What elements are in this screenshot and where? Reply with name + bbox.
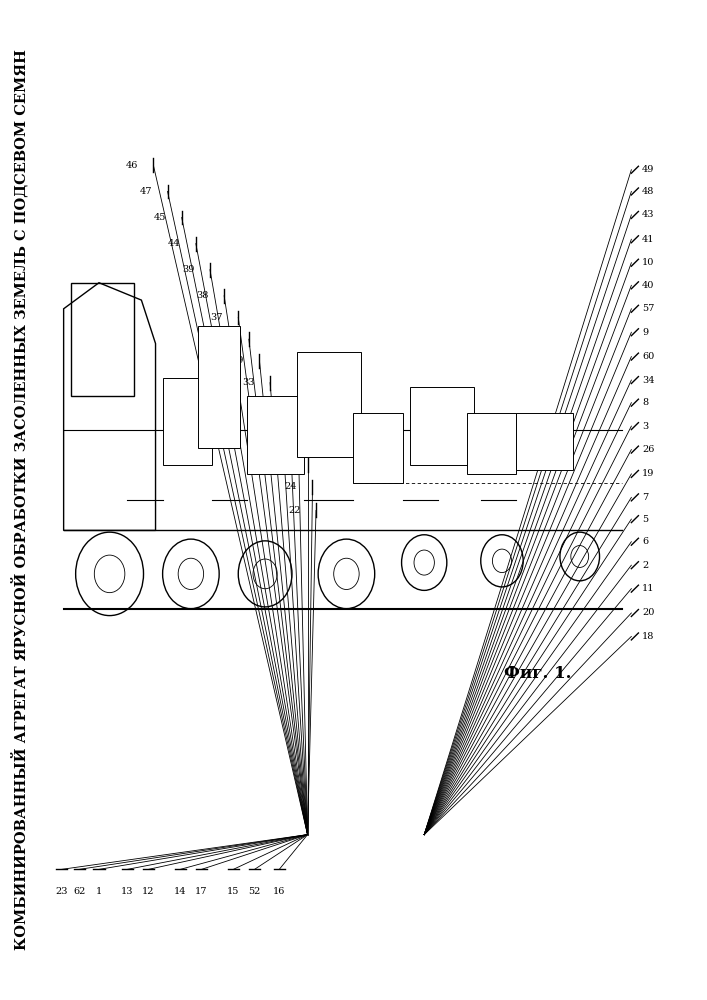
Bar xyxy=(71,283,134,396)
Text: 44: 44 xyxy=(168,239,180,248)
Text: 23: 23 xyxy=(55,887,68,896)
Text: 2: 2 xyxy=(642,561,648,570)
Text: 48: 48 xyxy=(642,187,655,196)
Text: 12: 12 xyxy=(142,887,155,896)
Bar xyxy=(516,413,573,470)
Text: 8: 8 xyxy=(642,398,648,407)
Text: 17: 17 xyxy=(195,887,208,896)
Text: 3: 3 xyxy=(642,422,648,431)
Text: 38: 38 xyxy=(196,291,209,300)
Text: 21: 21 xyxy=(270,441,283,450)
Text: 39: 39 xyxy=(182,265,194,274)
Text: 9: 9 xyxy=(642,328,648,337)
Text: 20: 20 xyxy=(642,608,655,617)
Text: 49: 49 xyxy=(642,165,655,174)
Text: 40: 40 xyxy=(642,281,655,290)
Text: 45: 45 xyxy=(153,213,166,222)
Text: 24: 24 xyxy=(284,482,297,491)
Bar xyxy=(410,387,474,465)
Text: 47: 47 xyxy=(139,187,152,196)
Text: 60: 60 xyxy=(642,352,654,361)
Bar xyxy=(247,396,304,474)
Text: Фиг. 1.: Фиг. 1. xyxy=(503,665,571,682)
Text: 16: 16 xyxy=(273,887,286,896)
Text: 62: 62 xyxy=(73,887,86,896)
Text: 1: 1 xyxy=(96,887,102,896)
Text: КОМБИНИРОВАННЫЙ АГРЕГАТ ЯРУСНОЙ ОБРАБОТКИ ЗАСОЛЕННЫХ ЗЕМЕЛЬ С ПОДСЕВОМ СЕМЯН: КОМБИНИРОВАННЫЙ АГРЕГАТ ЯРУСНОЙ ОБРАБОТК… xyxy=(11,50,28,950)
Text: 14: 14 xyxy=(174,887,187,896)
Text: 25: 25 xyxy=(279,461,292,470)
Text: 15: 15 xyxy=(227,887,240,896)
Bar xyxy=(297,352,361,457)
Text: 46: 46 xyxy=(125,161,138,170)
Text: 19: 19 xyxy=(642,469,655,478)
Bar xyxy=(354,413,403,483)
Text: 4: 4 xyxy=(227,335,233,344)
Text: 33: 33 xyxy=(242,378,255,387)
Bar xyxy=(467,413,516,474)
Text: 34: 34 xyxy=(642,376,655,385)
Text: 41: 41 xyxy=(642,235,655,244)
Text: 6: 6 xyxy=(642,537,648,546)
Text: 10: 10 xyxy=(642,258,655,267)
Bar xyxy=(198,326,240,448)
Text: 18: 18 xyxy=(642,632,655,641)
Text: 26: 26 xyxy=(642,445,655,454)
Text: 7: 7 xyxy=(642,493,648,502)
Bar xyxy=(163,378,212,465)
Text: 58: 58 xyxy=(253,400,265,409)
Text: 37: 37 xyxy=(210,313,223,322)
Text: 13: 13 xyxy=(121,887,134,896)
Text: 32: 32 xyxy=(262,422,274,431)
Text: 11: 11 xyxy=(642,584,655,593)
Text: 43: 43 xyxy=(642,210,655,219)
Text: 29: 29 xyxy=(231,356,244,365)
Text: 5: 5 xyxy=(642,515,648,524)
Text: 52: 52 xyxy=(248,887,261,896)
Text: 57: 57 xyxy=(642,304,655,313)
Text: 22: 22 xyxy=(288,506,300,515)
